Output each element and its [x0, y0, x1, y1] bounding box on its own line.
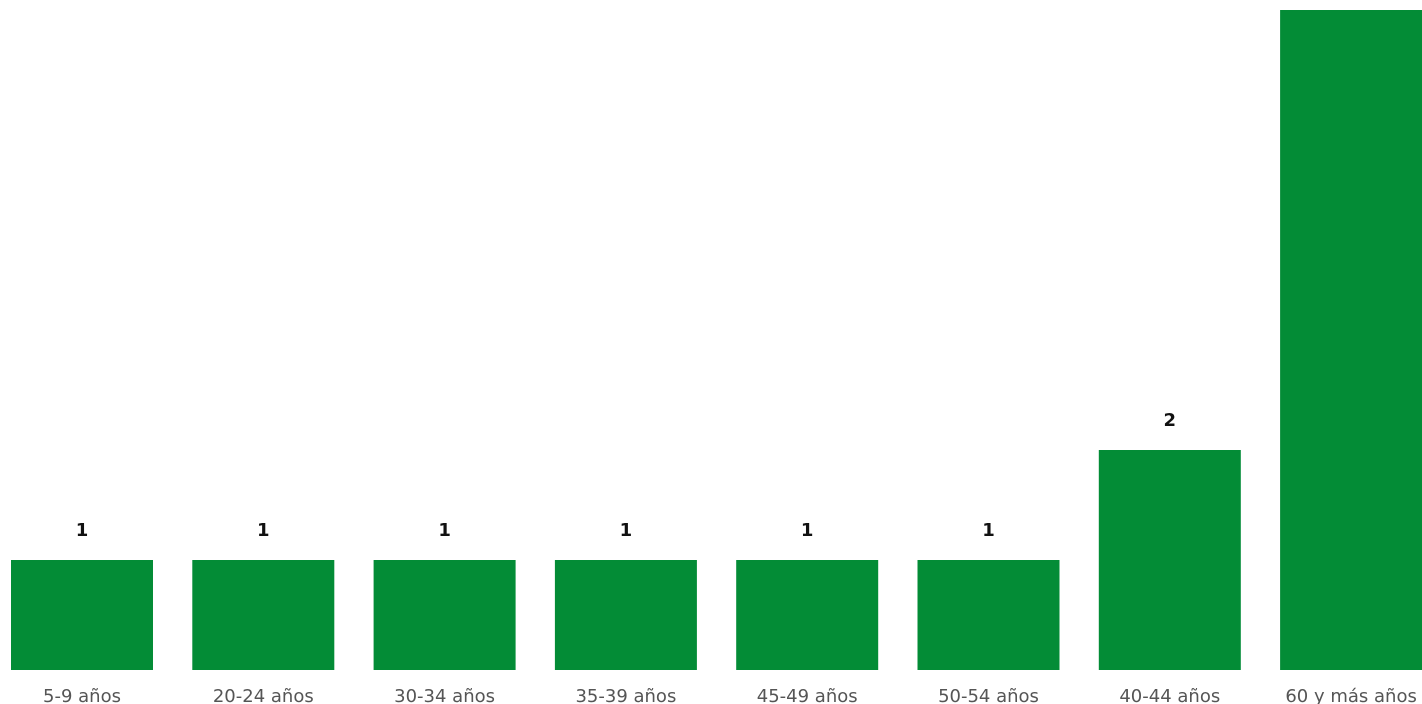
category-label-7: 40-44 años: [1119, 686, 1220, 704]
category-label-8: 60 y más años: [1285, 686, 1417, 704]
category-label-2: 20-24 años: [213, 686, 314, 704]
category-label-4: 35-39 años: [575, 686, 676, 704]
bar-5: [736, 560, 879, 670]
bar-4: [554, 560, 697, 670]
value-label-2: 1: [257, 520, 270, 541]
category-label-5: 45-49 años: [757, 686, 858, 704]
category-labels-layer: 5-9 años 20-24 años 30-34 años 35-39 años 45…: [43, 686, 1417, 704]
category-label-1: 5-9 años: [43, 686, 121, 704]
bar-7: [1098, 450, 1241, 670]
value-label-7: 2: [1164, 410, 1177, 431]
bar-8: [1280, 10, 1422, 670]
value-label-5: 1: [801, 520, 814, 541]
value-labels-layer: 1 1 1 1 1 1 2: [76, 410, 1176, 541]
bar-6: [917, 560, 1060, 670]
category-label-6: 50-54 años: [938, 686, 1039, 704]
value-label-6: 1: [982, 520, 995, 541]
bar-3: [373, 560, 516, 670]
value-label-1: 1: [76, 520, 89, 541]
bar-1: [11, 560, 153, 670]
bars-layer: [11, 10, 1422, 670]
value-label-3: 1: [438, 520, 451, 541]
value-label-4: 1: [620, 520, 633, 541]
bar-2: [192, 560, 335, 670]
category-label-3: 30-34 años: [394, 686, 495, 704]
